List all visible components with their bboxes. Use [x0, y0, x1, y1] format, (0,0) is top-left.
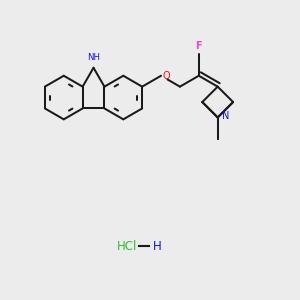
Text: F: F — [196, 41, 202, 51]
Text: N: N — [222, 112, 229, 122]
Text: H: H — [153, 240, 161, 253]
Text: O: O — [162, 71, 170, 81]
Text: NH: NH — [87, 53, 100, 62]
Text: HCl: HCl — [117, 240, 137, 253]
